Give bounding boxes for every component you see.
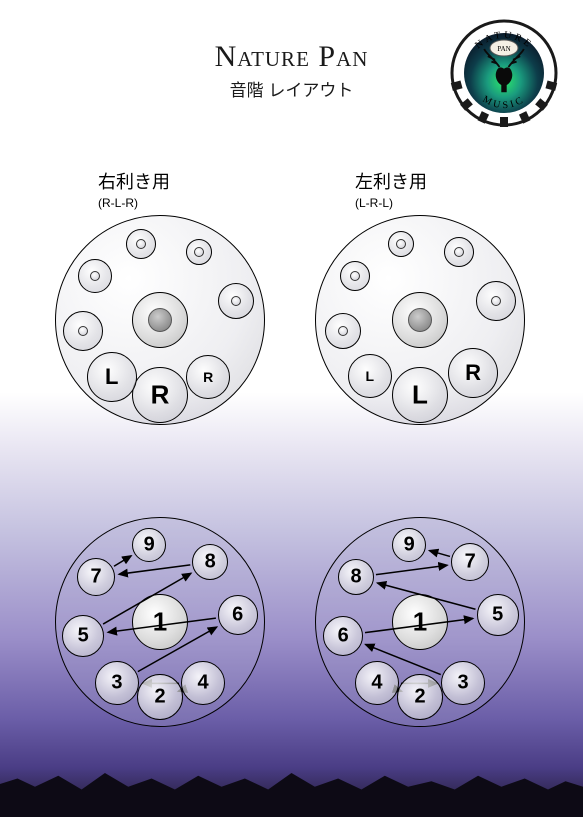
tone-field [78, 259, 112, 293]
tone-field: R [186, 355, 230, 399]
tone-number-label: 8 [205, 551, 216, 574]
pan-right-handed-numbered: 1 4 2 3 5 7 9 8 6 [55, 517, 265, 727]
tone-dimple [338, 326, 348, 336]
tone-field-8: 8 [338, 559, 374, 595]
tone-hand-label: R [465, 360, 481, 386]
ding-note [132, 292, 188, 348]
tone-number-label: 2 [154, 686, 165, 709]
tone-dimple [78, 326, 88, 336]
tone-field-3: 3 [95, 661, 139, 705]
tone-number-label: 9 [404, 533, 415, 556]
tone-field [126, 229, 156, 259]
tone-field-6: 6 [218, 595, 258, 635]
ding-note: 1 [392, 594, 448, 650]
tone-field-5: 5 [477, 594, 519, 636]
tone-hand-label: R [203, 369, 213, 385]
tone-field-4: 4 [181, 661, 225, 705]
tone-field: L [392, 367, 448, 423]
ding-note [392, 292, 448, 348]
tone-dimple [136, 239, 146, 249]
tone-field [186, 239, 212, 265]
label-left-handed: 左利き用 (L-R-L) [355, 168, 427, 210]
tone-number-label: 4 [371, 672, 382, 695]
tone-number-label: 5 [492, 604, 503, 627]
pan-left-handed-top: RLL [315, 215, 525, 425]
tone-number-label: 6 [338, 624, 349, 647]
tone-number-label: 7 [465, 551, 476, 574]
tone-field: R [448, 348, 498, 398]
tone-field-9: 9 [392, 528, 426, 562]
tone-number-label: 8 [351, 566, 362, 589]
tone-number-label: 5 [78, 624, 89, 647]
tone-hand-label: L [105, 364, 118, 390]
page-subtitle: 音階 レイアウト [0, 76, 583, 101]
label-right-handed: 右利き用 (R-L-R) [98, 168, 170, 210]
tone-number-label: 2 [414, 686, 425, 709]
tone-hand-label: L [412, 380, 428, 411]
tone-field-5: 5 [62, 615, 104, 657]
pan-left-handed-numbered: 1 3 2 4 6 8 9 7 5 [315, 517, 525, 727]
tone-number-label: 4 [197, 672, 208, 695]
tone-dimple [491, 296, 501, 306]
tone-field [325, 313, 361, 349]
tone-field-4: 4 [355, 661, 399, 705]
tone-dimple [231, 296, 241, 306]
page-title: Nature Pan [0, 40, 583, 74]
tone-number-label: 3 [111, 672, 122, 695]
tone-field-2: 2 [397, 674, 443, 720]
tone-dimple [396, 239, 406, 249]
tone-field [444, 237, 474, 267]
tone-field: L [348, 354, 392, 398]
tone-field-2: 2 [137, 674, 183, 720]
tone-field [63, 311, 103, 351]
ding-note: 1 [132, 594, 188, 650]
tone-field-9: 9 [132, 528, 166, 562]
tone-number-label: 7 [91, 566, 102, 589]
tone-field: R [132, 367, 188, 423]
page-header: Nature Pan 音階 レイアウト [0, 40, 583, 101]
tone-field-7: 7 [77, 558, 115, 596]
tone-field [476, 281, 516, 321]
tone-number-label: 6 [232, 604, 243, 627]
tone-number-label: 9 [144, 533, 155, 556]
tone-field-3: 3 [441, 661, 485, 705]
tone-field [340, 261, 370, 291]
tone-dimple [454, 247, 464, 257]
tone-number-label: 3 [457, 672, 468, 695]
tone-dimple [90, 271, 100, 281]
pan-right-handed-top: RRL [55, 215, 265, 425]
tone-field-8: 8 [192, 544, 228, 580]
tone-field-6: 6 [323, 616, 363, 656]
tone-hand-label: L [366, 368, 375, 384]
tone-dimple [194, 247, 204, 257]
tone-dimple [350, 271, 360, 281]
tone-field [218, 283, 254, 319]
tone-field-7: 7 [451, 543, 489, 581]
tone-field: L [87, 352, 137, 402]
tone-hand-label: R [151, 380, 170, 411]
tone-field [388, 231, 414, 257]
